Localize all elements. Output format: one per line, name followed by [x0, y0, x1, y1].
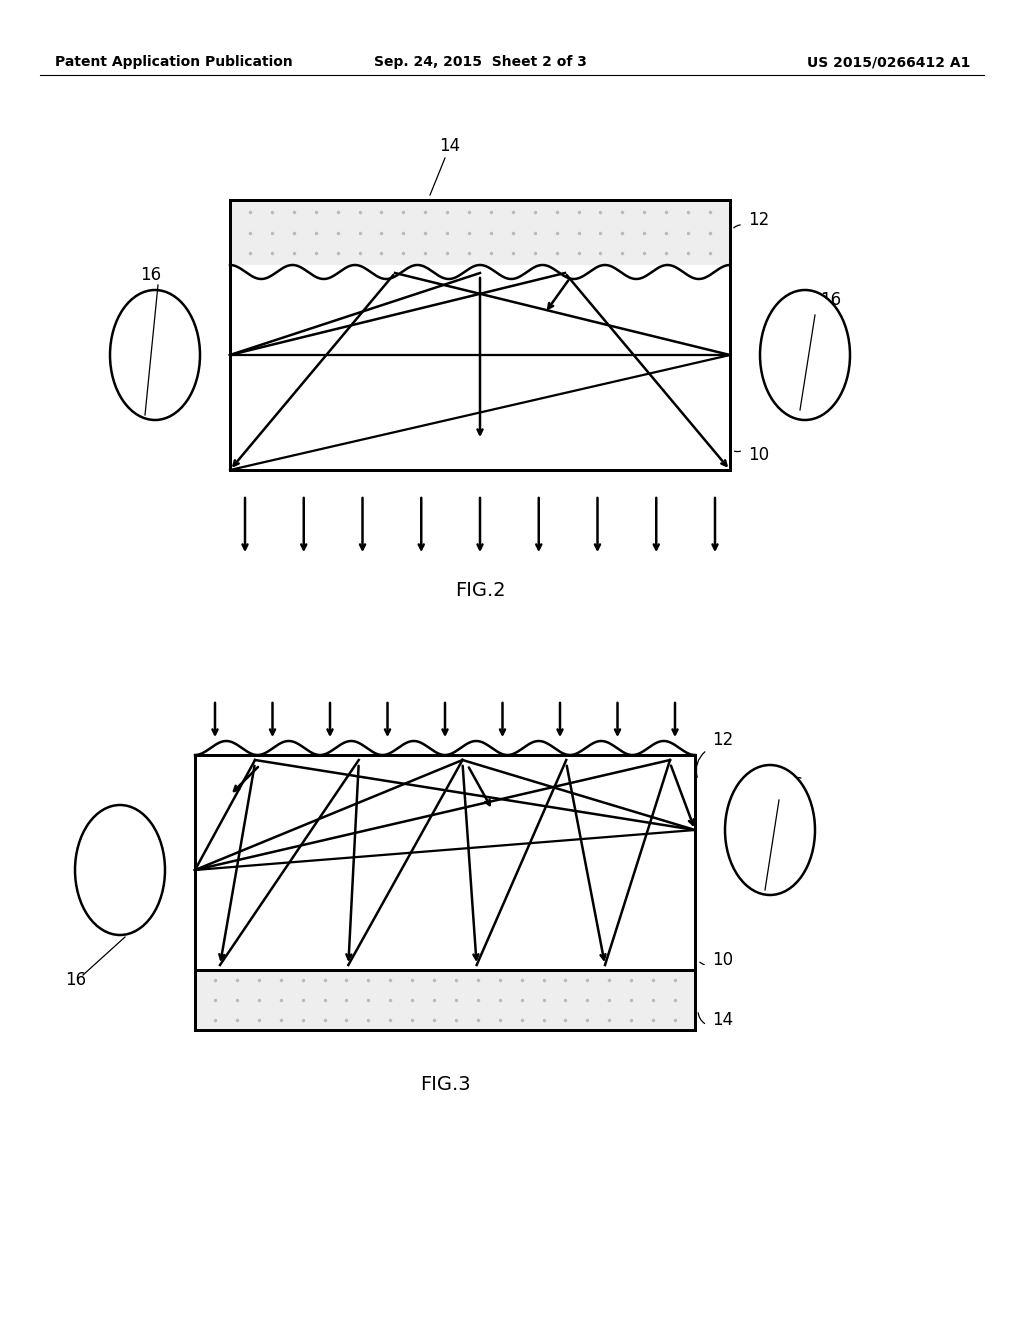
Ellipse shape [110, 290, 200, 420]
Text: US 2015/0266412 A1: US 2015/0266412 A1 [807, 55, 970, 69]
Text: Sep. 24, 2015  Sheet 2 of 3: Sep. 24, 2015 Sheet 2 of 3 [374, 55, 587, 69]
Bar [195, 970, 695, 1030]
Text: 14: 14 [439, 137, 461, 154]
Text: 16: 16 [140, 267, 161, 284]
Bar [230, 201, 730, 265]
FancyArrowPatch shape [698, 1012, 705, 1023]
Ellipse shape [760, 290, 850, 420]
Text: 12: 12 [712, 731, 733, 748]
Text: 16: 16 [65, 972, 86, 989]
FancyArrowPatch shape [696, 752, 705, 777]
FancyArrowPatch shape [699, 962, 705, 965]
Ellipse shape [725, 766, 815, 895]
Text: FIG.2: FIG.2 [455, 581, 505, 599]
Text: 16: 16 [820, 290, 841, 309]
FancyArrowPatch shape [734, 224, 740, 228]
Ellipse shape [75, 805, 165, 935]
Text: 10: 10 [748, 446, 769, 465]
Bar [230, 201, 730, 470]
Text: Patent Application Publication: Patent Application Publication [55, 55, 293, 69]
Text: 14: 14 [712, 1011, 733, 1030]
Text: FIG.3: FIG.3 [420, 1076, 470, 1094]
Text: 10: 10 [712, 950, 733, 969]
Bar [195, 755, 695, 1030]
Text: 12: 12 [748, 211, 769, 228]
Text: 16: 16 [782, 776, 803, 795]
